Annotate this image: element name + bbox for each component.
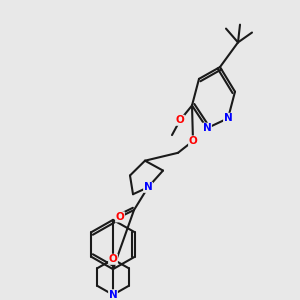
Text: N: N	[202, 123, 211, 133]
Text: O: O	[116, 212, 124, 222]
Text: N: N	[109, 290, 117, 300]
Text: O: O	[189, 136, 197, 146]
Text: N: N	[224, 113, 232, 123]
Text: O: O	[109, 254, 117, 264]
Text: N: N	[144, 182, 152, 192]
Text: O: O	[176, 115, 184, 125]
